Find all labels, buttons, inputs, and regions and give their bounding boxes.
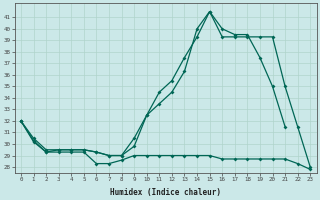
X-axis label: Humidex (Indice chaleur): Humidex (Indice chaleur): [110, 188, 221, 197]
